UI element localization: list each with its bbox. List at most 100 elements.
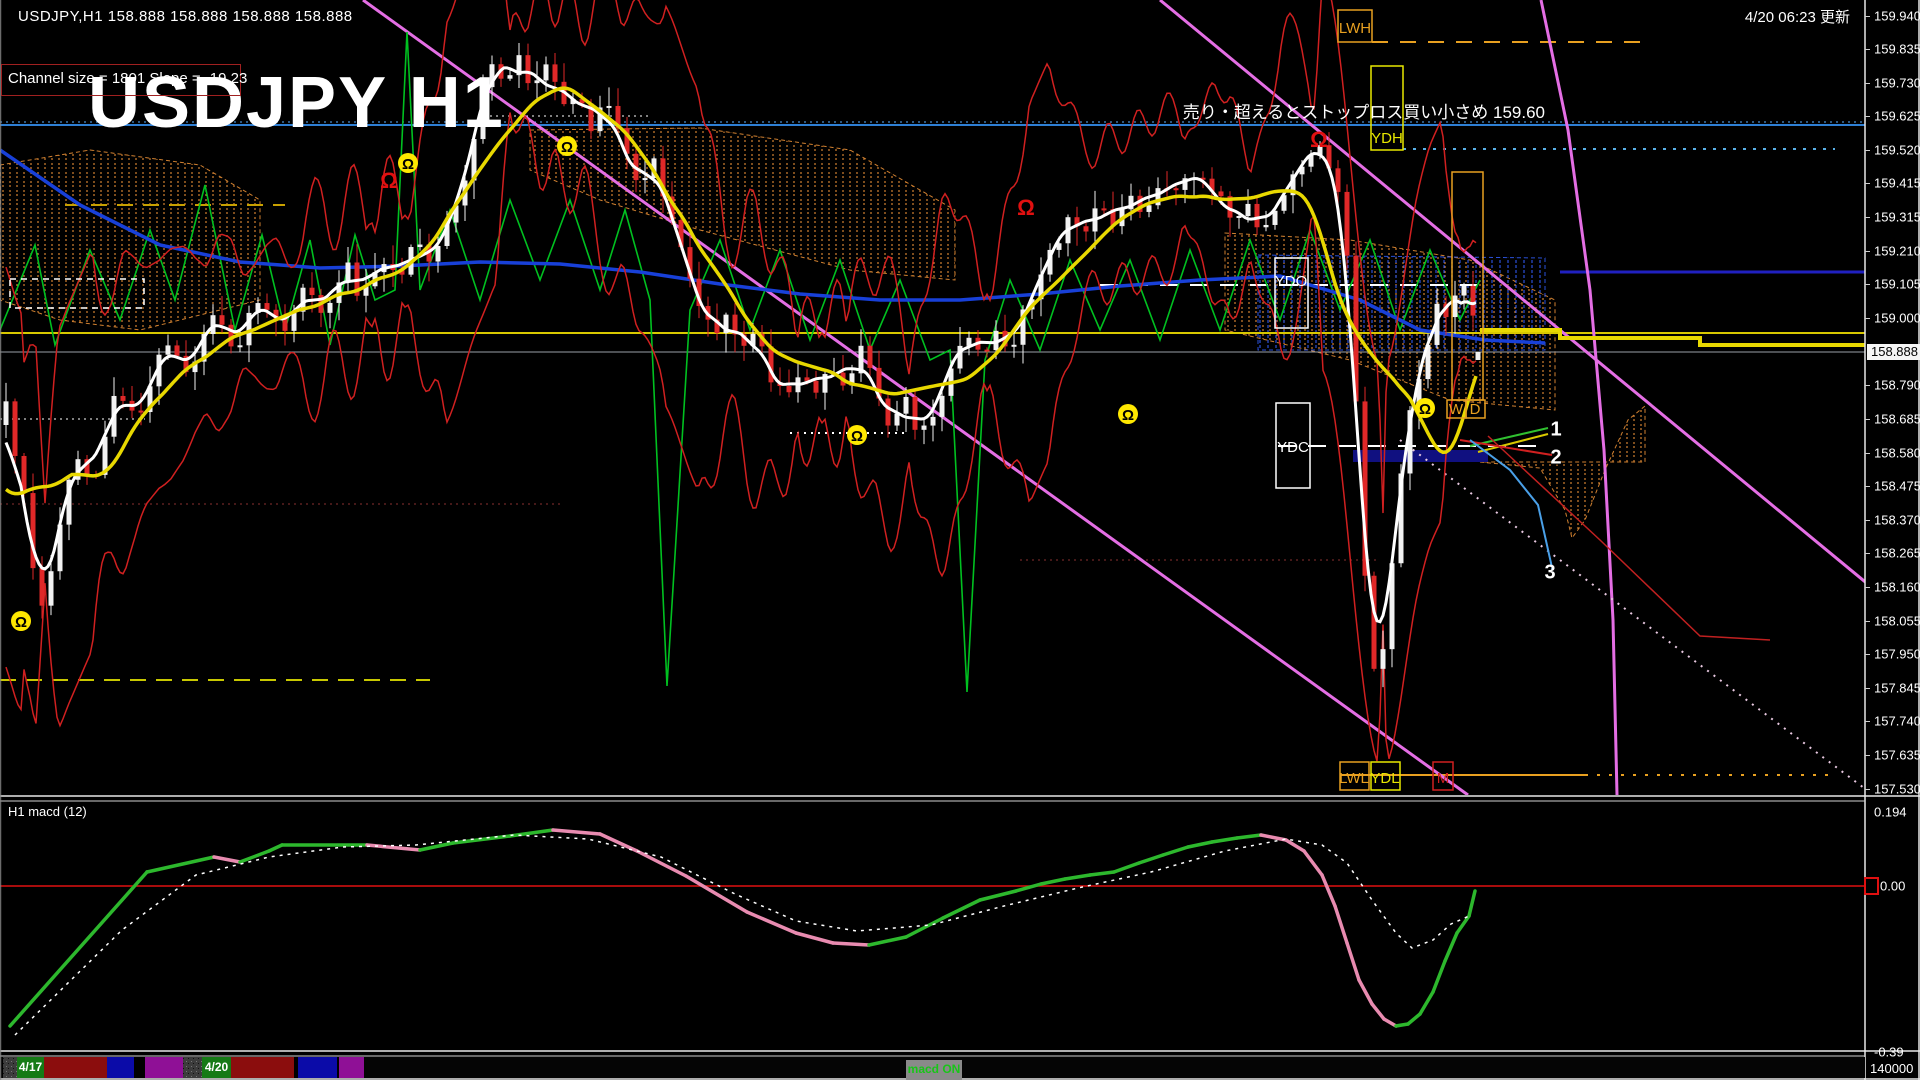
channel-info-text: Channel size = 1801 Slope = -19.23: [8, 70, 248, 87]
symbol-ohlc-readout: USDJPY,H1 158.888 158.888 158.888 158.88…: [18, 8, 353, 25]
price-axis-label: 159.625: [1874, 108, 1920, 124]
pointer-number: 3: [1544, 561, 1556, 584]
omega-marker-red: Ω: [1017, 195, 1035, 220]
level-box: [9, 278, 145, 309]
price-axis-label: 158.790: [1874, 377, 1920, 393]
timeline-segment: [183, 1057, 202, 1078]
price-axis-label: 157.845: [1874, 680, 1920, 696]
watermark-title: USDJPY H1: [88, 63, 505, 143]
macd-line-segment: [1210, 836, 1239, 844]
macd-line-segment: [1357, 978, 1374, 1006]
macd-axis-label: -0.39: [1874, 1044, 1904, 1060]
omega-marker-yellow: [557, 136, 577, 156]
level-box-label: YDH: [1371, 130, 1403, 147]
pointer-number: 2: [1550, 446, 1562, 469]
macd-line-segment: [1063, 873, 1092, 881]
level-box: [1370, 761, 1401, 791]
macd-line-segment: [1406, 1012, 1422, 1026]
macd-line-segment: [598, 832, 639, 853]
timeline-segment: [339, 1057, 364, 1078]
level-box: [1337, 9, 1373, 43]
macd-line-segment: [978, 889, 1018, 902]
envelope-upper: [5, 0, 1477, 514]
price-axis-label: 159.000: [1874, 310, 1920, 326]
macd-indicator-label: H1 macd (12): [8, 804, 87, 819]
price-axis-label: 158.370: [1874, 512, 1920, 528]
price-axis-label: 159.730: [1874, 75, 1920, 91]
timeline-date-label: 4/20: [204, 1060, 229, 1074]
macd-line-segment: [1467, 889, 1477, 918]
macd-chart-layer: [0, 828, 1865, 1036]
price-axis-label: 159.105: [1874, 276, 1920, 292]
ichimoku-cloud: [1479, 404, 1646, 540]
macd-line-segment: [1394, 1022, 1410, 1028]
macd-line-segment: [1320, 873, 1337, 908]
omega-marker-yellow: [1415, 398, 1435, 418]
channel-line: [1159, 0, 1865, 584]
macd-line-segment: [1345, 941, 1361, 982]
price-axis-label: 157.530: [1874, 781, 1920, 797]
svg-text:Ω: Ω: [15, 614, 27, 631]
price-axis-label: 159.210: [1874, 243, 1920, 259]
macd-line-segment: [1088, 870, 1116, 877]
price-axis-label: 159.415: [1874, 175, 1920, 191]
macd-line-segment: [635, 849, 688, 878]
level-box-label: LWL: [1339, 770, 1369, 787]
macd-line-segment: [508, 828, 555, 838]
yellow-step-line: [1480, 328, 1865, 347]
timeline-segment: [17, 1057, 44, 1078]
macd-line-segment: [1259, 833, 1288, 842]
timeline-segment: [298, 1057, 337, 1078]
price-axis-label: 157.950: [1874, 646, 1920, 662]
macd-line-segment: [1418, 990, 1435, 1016]
macd-line-segment: [794, 931, 835, 945]
stop-loss-annotation: 売り・超えるとストップロス買い小さめ 159.60: [1182, 103, 1545, 122]
level-box: [1274, 257, 1309, 329]
envelope-lower: [5, 112, 1477, 762]
macd-line-segment: [451, 834, 512, 845]
timeline-segment: [107, 1057, 134, 1078]
macd-line-segment: [867, 935, 908, 947]
macd-line-segment: [1443, 931, 1459, 963]
macd-on-badge[interactable]: macd ON: [906, 1060, 962, 1080]
pointer-number: 1: [1550, 418, 1562, 441]
macd-line-segment: [145, 855, 216, 874]
macd-line-segment: [1302, 849, 1324, 877]
level-box: [1432, 761, 1454, 791]
price-axis-label: 159.940: [1874, 8, 1920, 24]
price-axis-label: 158.055: [1874, 613, 1920, 629]
level-box-label: D: [1470, 401, 1481, 418]
pointer-tail: [1477, 433, 1549, 453]
level-box: [1275, 402, 1311, 489]
svg-text:Ω: Ω: [561, 139, 573, 156]
timeline-segment: [231, 1057, 294, 1078]
level-box: [1370, 65, 1404, 151]
macd-line-segment: [1382, 1017, 1398, 1028]
macd-line-segment: [8, 870, 149, 1028]
macd-line-segment: [1137, 853, 1165, 865]
omega-marker-yellow: [847, 425, 867, 445]
price-axis-label: 158.475: [1874, 478, 1920, 494]
macd-line-segment: [904, 916, 945, 939]
level-box-label: YDL: [1370, 770, 1399, 787]
macd-zero-marker: [1864, 877, 1879, 895]
update-timestamp: 4/20 06:23 更新: [1744, 9, 1850, 26]
price-axis-label: 158.265: [1874, 545, 1920, 561]
macd-line-segment: [1431, 959, 1447, 994]
macd-line-segment: [1455, 914, 1471, 935]
svg-text:Ω: Ω: [1122, 407, 1134, 424]
level-box-label: M: [1437, 770, 1450, 787]
price-axis-label: 159.835: [1874, 41, 1920, 57]
macd-line-segment: [1284, 838, 1306, 853]
macd-line-segment: [238, 849, 271, 864]
macd-line-segment: [1235, 833, 1263, 840]
macd-line-segment: [831, 941, 871, 947]
macd-line-segment: [1014, 882, 1043, 893]
channel-curve: [1539, 0, 1619, 795]
timeline-segment: [364, 1057, 1865, 1078]
ichimoku-cloud: [1257, 254, 1546, 351]
yellow-ma-line: [4, 86, 1478, 496]
